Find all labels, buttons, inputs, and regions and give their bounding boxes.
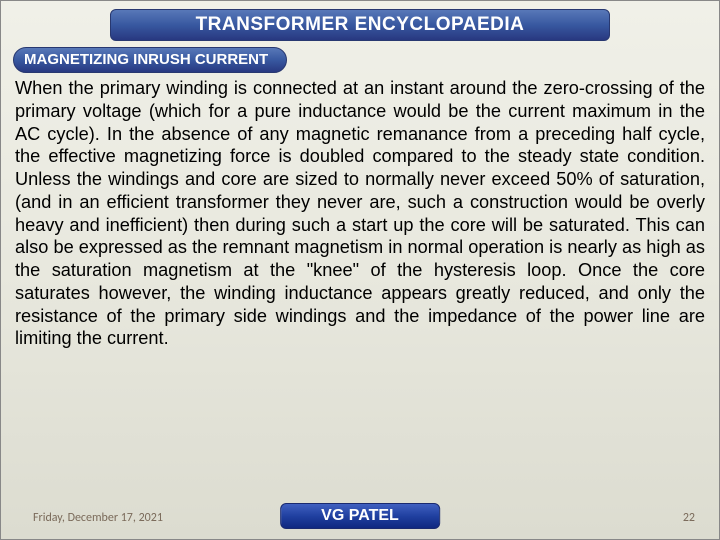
footer: Friday, December 17, 2021 VG PATEL 22 (13, 501, 707, 529)
slide-title: TRANSFORMER ENCYCLOPAEDIA (196, 14, 525, 35)
slide-subtitle: MAGNETIZING INRUSH CURRENT (24, 51, 268, 68)
author-name: VG PATEL (321, 507, 399, 524)
author-box: VG PATEL (280, 503, 440, 529)
title-box: TRANSFORMER ENCYCLOPAEDIA (110, 9, 610, 41)
body-paragraph: When the primary winding is connected at… (13, 77, 707, 350)
subtitle-box: MAGNETIZING INRUSH CURRENT (13, 47, 287, 73)
page-number: 22 (683, 511, 695, 525)
footer-date: Friday, December 17, 2021 (33, 511, 163, 525)
slide-container: TRANSFORMER ENCYCLOPAEDIA MAGNETIZING IN… (0, 0, 720, 540)
